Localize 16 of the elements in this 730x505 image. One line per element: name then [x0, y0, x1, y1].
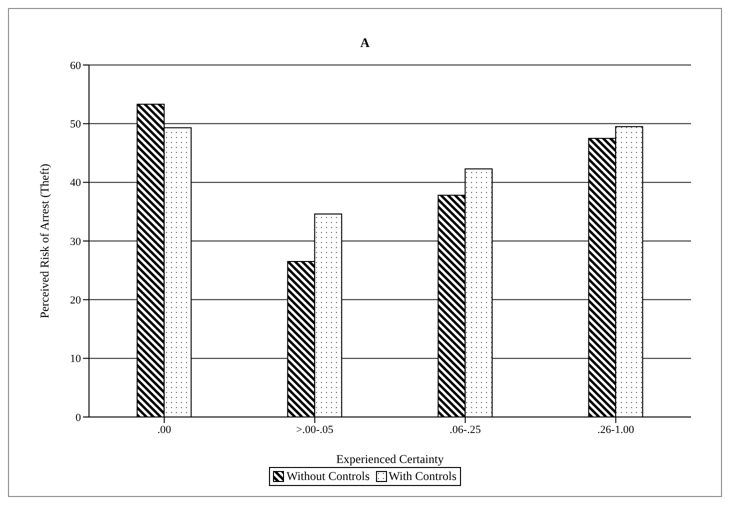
- y-tick-label: 20: [70, 294, 82, 307]
- x-tick-label: .06-.25: [450, 424, 482, 436]
- y-tick-label: 0: [76, 412, 82, 424]
- y-axis-title: Perceived Risk of Arrest (Theft): [37, 164, 52, 318]
- y-tick-label: 60: [70, 60, 82, 72]
- y-tick-label: 10: [70, 353, 82, 366]
- x-tick-label: .26-1.00: [597, 424, 635, 436]
- x-tick-label: >.00-.05: [296, 424, 334, 436]
- x-axis-title: Experienced Certainty: [336, 452, 444, 466]
- y-tick-label: 40: [70, 177, 82, 190]
- y-tick-label: 30: [70, 236, 82, 248]
- legend-label: With Controls: [388, 469, 457, 484]
- y-tick-label: 50: [70, 118, 82, 131]
- x-tick-label: .00: [157, 424, 172, 436]
- legend-label: Without Controls: [286, 469, 370, 484]
- chart-title: A: [359, 35, 371, 52]
